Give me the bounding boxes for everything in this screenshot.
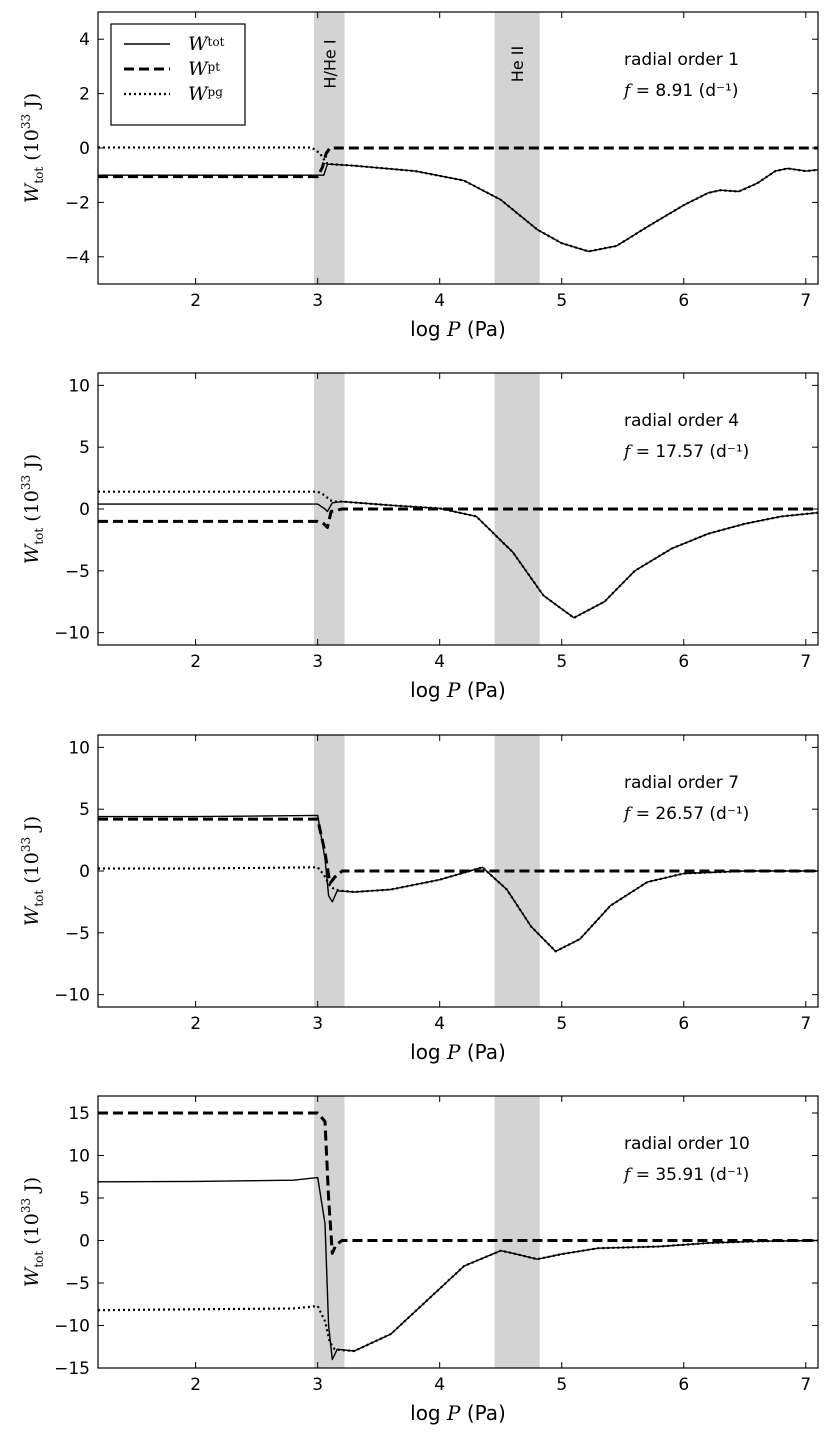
annotation-frequency: f = 26.57 (d⁻¹) — [622, 804, 749, 824]
annotation-radial-order: radial order 4 — [624, 411, 739, 431]
x-tick-label: 3 — [312, 291, 323, 311]
y-tick-label: 0 — [79, 500, 90, 520]
x-tick-label: 7 — [800, 1014, 811, 1034]
x-tick-label: 4 — [434, 652, 445, 672]
x-axis-title: log P (Pa) — [410, 317, 506, 341]
series-line-w-pg — [98, 1239, 818, 1353]
x-tick-label: 6 — [678, 1375, 689, 1395]
x-tick-label: 5 — [556, 1375, 567, 1395]
y-tick-label: 5 — [79, 1189, 90, 1209]
shaded-band-2 — [494, 1096, 540, 1368]
series-group — [98, 490, 818, 619]
x-tick-label: 6 — [678, 652, 689, 672]
y-tick-label: 10 — [68, 1147, 90, 1167]
y-tick-label: −10 — [54, 986, 90, 1006]
y-axis-title: Wtot (1033 J) — [19, 454, 46, 564]
x-tick-label: 6 — [678, 291, 689, 311]
y-tick-label: −5 — [65, 1274, 90, 1294]
x-axis-title: log P (Pa) — [410, 678, 506, 702]
y-tick-label: 15 — [68, 1104, 90, 1124]
series-line-w-pt — [98, 146, 818, 179]
series-group — [98, 814, 818, 953]
legend-box — [110, 23, 246, 126]
shaded-band-2 — [494, 373, 540, 645]
y-tick-label: −5 — [65, 924, 90, 944]
y-tick-label: −10 — [54, 624, 90, 644]
x-tick-label: 3 — [312, 652, 323, 672]
series-line-w-tot — [98, 814, 818, 953]
y-tick-label: −5 — [65, 562, 90, 582]
series-line-w-pg — [98, 490, 818, 619]
x-tick-label: 7 — [800, 1375, 811, 1395]
y-tick-label: 2 — [79, 85, 90, 105]
panel-4: 2 3 4 5 6 7 −15 −10 −5 0 5 10 15 log P (Pa) Wtot (1033… — [19, 1095, 819, 1425]
x-tick-label: 5 — [556, 1014, 567, 1034]
x-axis-title: log P (Pa) — [410, 1040, 506, 1064]
y-tick-label: 5 — [79, 438, 90, 458]
x-tick-label: 2 — [190, 652, 201, 672]
x-tick-label: 5 — [556, 291, 567, 311]
y-tick-label: 10 — [68, 738, 90, 758]
x-tick-label: 7 — [800, 652, 811, 672]
series-line-w-pg — [98, 146, 818, 253]
y-tick-label: 0 — [79, 1232, 90, 1252]
y-tick-label: 0 — [79, 139, 90, 159]
annotation-radial-order: radial order 7 — [624, 773, 739, 793]
shaded-band-1 — [314, 1096, 345, 1368]
legend: Wtot Wpt Wpg — [110, 23, 246, 126]
x-axis-title: log P (Pa) — [410, 1401, 506, 1425]
y-tick-label: 0 — [79, 862, 90, 882]
axes-frame — [97, 1095, 819, 1369]
panel-2: 2 3 4 5 6 7 −10 −5 0 5 10 log P (Pa) Wtot (1033 J) ra… — [19, 372, 819, 702]
y-axis-title: Wtot (1033 J) — [19, 93, 46, 203]
panel-1: H/He I He II 2 3 4 5 6 7 −4 −2 0 2 4 log P (Pa) Wtot (… — [19, 11, 819, 341]
band-label: He II — [508, 46, 527, 82]
panel-3: 2 3 4 5 6 7 −10 −5 0 5 10 log P (Pa) Wtot (1033 J) ra… — [19, 734, 819, 1064]
legend-label: Wtot — [188, 33, 225, 55]
series-group — [98, 146, 818, 253]
series-line-w-pt — [98, 1111, 818, 1255]
x-tick-label: 2 — [190, 1014, 201, 1034]
y-tick-label: −4 — [65, 248, 90, 268]
band-label: H/He I — [320, 39, 339, 88]
series-group — [98, 1111, 818, 1361]
y-tick-label: −2 — [65, 193, 90, 213]
series-line-w-pt — [98, 507, 818, 529]
x-tick-label: 4 — [434, 291, 445, 311]
series-line-w-tot — [98, 500, 818, 619]
y-axis-title: Wtot (1033 J) — [19, 816, 46, 926]
x-tick-label: 2 — [190, 291, 201, 311]
shaded-band-2 — [494, 735, 540, 1007]
annotation-frequency: f = 17.57 (d⁻¹) — [622, 442, 749, 462]
y-tick-label: 4 — [79, 30, 90, 50]
y-tick-label: −10 — [54, 1317, 90, 1337]
series-line-w-pt — [98, 817, 818, 885]
legend-label: Wpt — [188, 58, 220, 80]
x-tick-label: 5 — [556, 652, 567, 672]
x-tick-label: 2 — [190, 1375, 201, 1395]
x-tick-label: 3 — [312, 1014, 323, 1034]
y-tick-label: 10 — [68, 376, 90, 396]
x-tick-label: 3 — [312, 1375, 323, 1395]
annotation-frequency: f = 8.91 (d⁻¹) — [622, 81, 738, 101]
legend-label: Wpg — [188, 83, 223, 105]
annotation-frequency: f = 35.91 (d⁻¹) — [622, 1165, 749, 1185]
annotation-radial-order: radial order 1 — [624, 50, 739, 70]
series-line-w-pg — [98, 866, 818, 953]
y-tick-label: −15 — [54, 1359, 90, 1379]
x-tick-label: 6 — [678, 1014, 689, 1034]
y-tick-label: 5 — [79, 800, 90, 820]
x-tick-label: 4 — [434, 1014, 445, 1034]
x-tick-label: 7 — [800, 291, 811, 311]
y-axis-title: Wtot (1033 J) — [19, 1177, 46, 1287]
annotation-radial-order: radial order 10 — [624, 1134, 750, 1154]
series-line-w-tot — [98, 1176, 818, 1361]
x-tick-label: 4 — [434, 1375, 445, 1395]
